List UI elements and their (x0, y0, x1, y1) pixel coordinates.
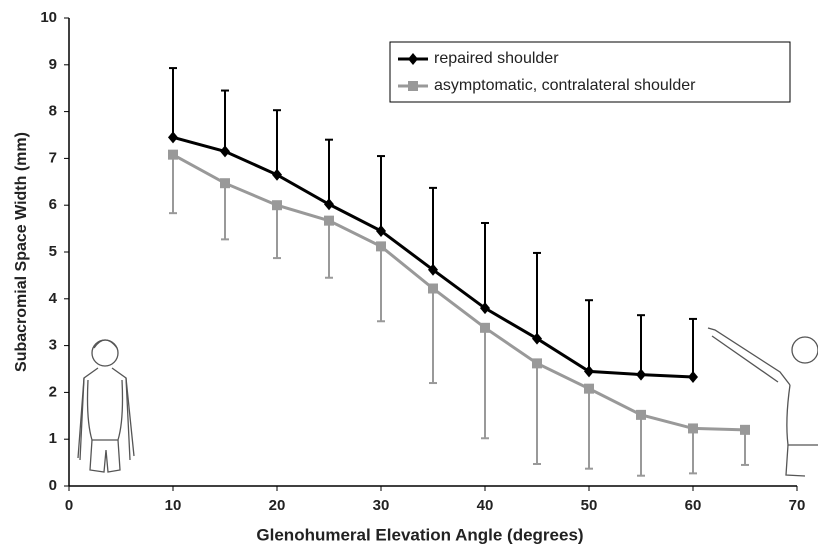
legend-marker (408, 81, 418, 91)
x-tick-label: 50 (581, 497, 598, 514)
data-point (376, 224, 386, 237)
data-point (688, 370, 698, 383)
error-bar (533, 363, 541, 466)
error-bar (585, 388, 593, 470)
error-bar (169, 154, 177, 215)
x-tick-label: 0 (65, 497, 73, 514)
data-point (324, 198, 334, 211)
data-point (584, 383, 594, 394)
legend-marker (408, 53, 418, 65)
x-tick-label: 10 (165, 497, 182, 514)
error-bar (221, 89, 229, 152)
y-tick-label: 6 (49, 196, 57, 213)
error-bar (533, 251, 541, 339)
x-tick-label: 70 (789, 497, 806, 514)
error-bar (689, 428, 697, 475)
error-bar (481, 327, 489, 440)
y-tick-label: 3 (49, 337, 57, 354)
y-tick-label: 0 (49, 477, 57, 494)
error-bar (273, 109, 281, 175)
data-point (428, 263, 438, 276)
data-point (220, 145, 230, 158)
error-bar (169, 67, 177, 138)
y-tick-label: 1 (49, 430, 57, 447)
error-bar (481, 221, 489, 309)
data-point (168, 131, 178, 144)
x-tick-label: 30 (373, 497, 390, 514)
error-bar (221, 183, 229, 241)
error-bar (377, 246, 385, 323)
x-tick-label: 20 (269, 497, 286, 514)
y-tick-label: 5 (49, 243, 57, 260)
y-tick-label: 10 (40, 9, 57, 26)
error-bar (585, 299, 593, 372)
error-bar (325, 138, 333, 205)
data-point (636, 368, 646, 381)
legend-label: asymptomatic, contralateral shoulder (434, 77, 696, 94)
data-point (688, 423, 698, 434)
error-bar (637, 314, 645, 375)
error-bar (741, 429, 749, 466)
figure-arm-raised (707, 327, 818, 477)
error-bar (325, 220, 333, 279)
data-point (376, 241, 386, 252)
series-line (172, 153, 746, 432)
error-bar (689, 317, 697, 377)
x-axis-label: Glenohumeral Elevation Angle (degrees) (256, 525, 583, 544)
x-tick-label: 40 (477, 497, 494, 514)
data-point (324, 215, 334, 226)
y-tick-label: 8 (49, 103, 57, 120)
error-bar (429, 288, 437, 385)
data-point (584, 365, 594, 378)
data-point (480, 302, 490, 315)
legend-label: repaired shoulder (434, 50, 559, 67)
data-point (740, 424, 750, 435)
figure-arms-down (77, 339, 135, 473)
y-tick-label: 2 (49, 383, 57, 400)
error-bar (273, 205, 281, 260)
legend-box (389, 41, 791, 103)
y-axis-label: Subacromial Space Width (mm) (13, 132, 30, 372)
error-bar (637, 414, 645, 477)
data-point (532, 358, 542, 369)
data-point (636, 409, 646, 420)
data-point (168, 149, 178, 160)
data-point (220, 178, 230, 189)
data-point (480, 322, 490, 333)
y-tick-label: 4 (49, 290, 58, 307)
data-point (428, 283, 438, 294)
error-bar (429, 186, 437, 270)
data-point (272, 200, 282, 211)
error-bar (377, 155, 385, 231)
y-tick-label: 9 (49, 56, 57, 73)
x-tick-label: 60 (685, 497, 702, 514)
data-point (532, 332, 542, 345)
y-tick-label: 7 (49, 149, 57, 166)
data-point (272, 168, 282, 181)
